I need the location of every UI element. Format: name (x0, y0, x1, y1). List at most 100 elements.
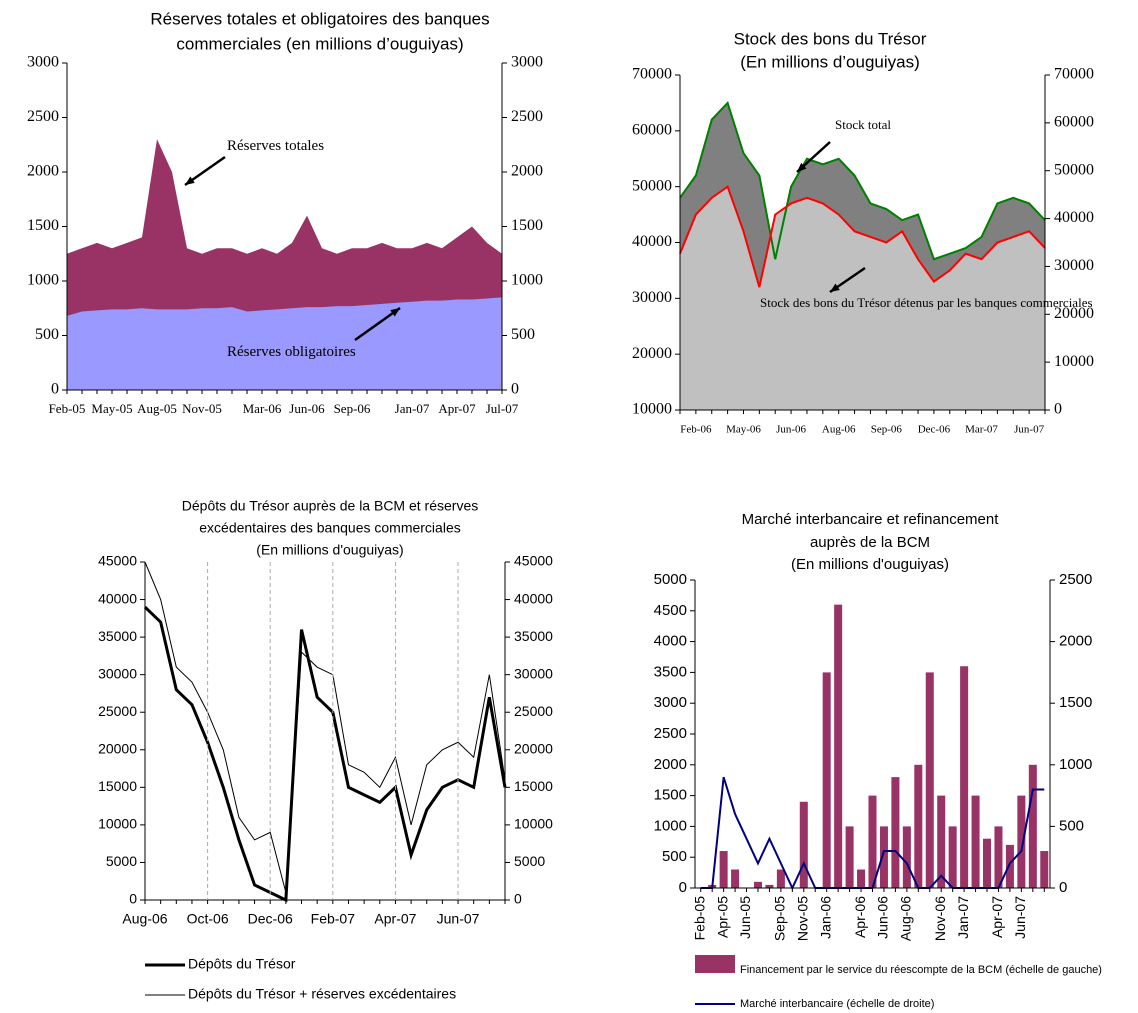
y-tick-label: 3000 (654, 694, 687, 711)
y-tick-label: 15000 (98, 778, 137, 794)
bar (765, 884, 774, 888)
bar (937, 795, 946, 888)
bar (1040, 851, 1049, 888)
bar (948, 826, 957, 888)
y-tick-label: 5000 (106, 853, 137, 869)
x-tick-label: Jun-06 (875, 896, 891, 939)
x-tick-label: Jul-07 (486, 401, 519, 416)
y-tick-label: 25000 (98, 703, 137, 719)
chart-title: Dépôts du Trésor auprès de la BCM et rés… (182, 498, 478, 514)
y2-tick-label: 15000 (514, 778, 553, 794)
bar (1028, 764, 1037, 888)
x-tick-label: Dec-06 (918, 424, 951, 436)
bar (960, 666, 969, 888)
chart-title: auprès de la BCM (810, 534, 930, 551)
y2-tick-label: 500 (511, 326, 535, 343)
y-tick-label: 2500 (654, 725, 687, 742)
x-tick-label: Apr-05 (714, 896, 730, 938)
bar (891, 777, 900, 888)
x-tick-label: Apr-07 (374, 911, 416, 927)
bar (994, 826, 1003, 888)
x-tick-label: Nov-05 (182, 401, 222, 416)
annotation-box: Réserves totales (227, 138, 324, 154)
y-tick-label: 20000 (632, 345, 672, 362)
legend-swatch (695, 955, 735, 973)
legend-label: Financement par le service du réescompte… (740, 964, 1102, 976)
y-tick-label: 0 (51, 381, 59, 398)
line (679, 100, 1046, 261)
x-tick-label: Apr-06 (852, 896, 868, 938)
y2-tick-label: 40000 (1054, 209, 1094, 226)
x-tick-label: Feb-06 (680, 424, 712, 436)
y2-tick-label: 0 (514, 891, 522, 907)
y2-tick-label: 25000 (514, 703, 553, 719)
y-tick-label: 40000 (632, 233, 672, 250)
x-tick-label: Apr-07 (438, 401, 476, 416)
x-tick-label: Nov-06 (932, 896, 948, 941)
x-tick-label: Jun-05 (737, 896, 753, 939)
bar (845, 826, 854, 888)
arrow-head (830, 283, 840, 292)
y-tick-label: 5000 (654, 571, 687, 588)
y-tick-label: 500 (35, 326, 59, 343)
line (143, 605, 507, 903)
y2-tick-label: 40000 (514, 590, 553, 606)
bar (857, 869, 866, 888)
y2-tick-label: 2500 (511, 108, 543, 125)
chart-title: Stock des bons du Trésor (734, 29, 927, 48)
y-tick-label: 1500 (27, 217, 59, 234)
y2-tick-label: 1000 (511, 272, 543, 289)
bar (799, 801, 808, 888)
y-tick-label: 30000 (98, 665, 137, 681)
y2-tick-label: 20000 (514, 740, 553, 756)
legend-label: Dépôts du Trésor (188, 956, 296, 972)
y2-tick-label: 3000 (511, 54, 543, 71)
y2-tick-label: 30000 (514, 665, 553, 681)
y2-tick-label: 2500 (1059, 571, 1092, 588)
bar (719, 851, 728, 888)
y2-tick-label: 50000 (1054, 161, 1094, 178)
y2-tick-label: 5000 (514, 853, 545, 869)
x-tick-label: Jan-07 (395, 401, 430, 416)
y-tick-label: 50000 (632, 177, 672, 194)
y2-tick-label: 1000 (1059, 756, 1092, 773)
arrow-head (797, 162, 807, 172)
y-tick-label: 4000 (654, 633, 687, 650)
y-tick-label: 0 (679, 879, 687, 896)
x-tick-label: Dec-06 (248, 911, 293, 927)
y2-tick-label: 10000 (1054, 353, 1094, 370)
line (679, 185, 1046, 288)
y2-tick-label: 35000 (514, 628, 553, 644)
x-tick-label: Feb-05 (49, 401, 86, 416)
x-tick-label: Apr-07 (989, 896, 1005, 938)
arrow-head (390, 308, 400, 317)
y-tick-label: 45000 (98, 553, 137, 569)
legend-label: Dépôts du Trésor + réserves excédentaire… (188, 986, 456, 1002)
y2-tick-label: 60000 (1054, 114, 1094, 131)
x-tick-label: Sep-06 (871, 424, 903, 436)
chart-title: Marché interbancaire et refinancement (742, 511, 1000, 528)
chart-title: (En millions d'ouguiyas) (256, 542, 403, 558)
y2-tick-label: 500 (1059, 817, 1084, 834)
bar (868, 795, 877, 888)
x-tick-label: Jun-06 (776, 424, 806, 436)
y-tick-label: 0 (129, 891, 137, 907)
bar (822, 672, 831, 888)
chart-title: (En millions d’ouguiyas) (740, 52, 920, 71)
legend-label: Marché interbancaire (échelle de droite) (740, 998, 934, 1010)
annotation: Stock des bons du Trésor détenus par les… (760, 295, 1093, 310)
annotation-box: Réserves obligatoires (227, 344, 356, 360)
y2-tick-label: 10000 (514, 816, 553, 832)
bar (983, 838, 992, 888)
x-tick-label: Nov-05 (794, 896, 810, 941)
y2-tick-label: 1500 (1059, 694, 1092, 711)
y-tick-label: 20000 (98, 740, 137, 756)
x-tick-label: Jun-07 (437, 911, 480, 927)
x-tick-label: Sep-05 (772, 896, 788, 941)
line (144, 561, 506, 893)
x-tick-label: Sep-06 (334, 401, 371, 416)
x-tick-label: May-05 (91, 401, 132, 416)
y2-tick-label: 2000 (511, 163, 543, 180)
y-tick-label: 2000 (27, 163, 59, 180)
y2-tick-label: 30000 (1054, 257, 1094, 274)
